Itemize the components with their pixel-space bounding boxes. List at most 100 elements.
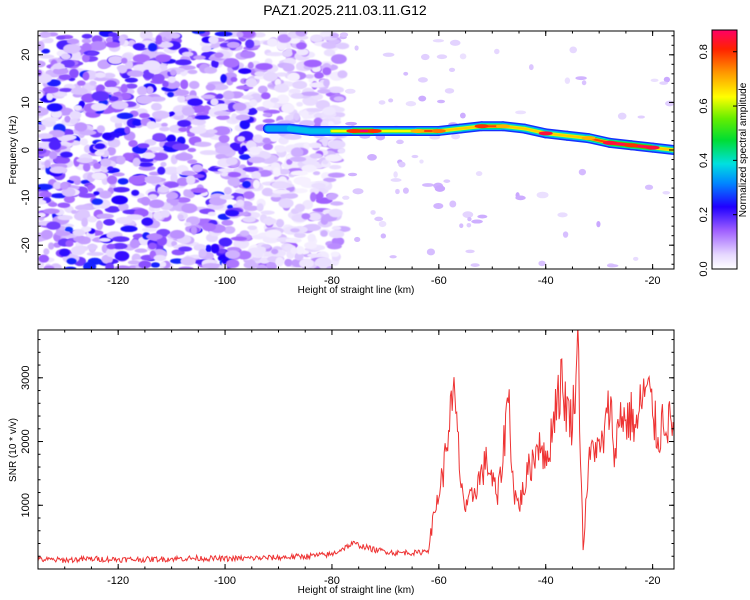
heatmap-x-tick-label: -40 bbox=[538, 275, 554, 287]
heatmap-noise-blob bbox=[261, 187, 274, 197]
heatmap-noise-blob bbox=[38, 183, 53, 191]
heatmap-noise-blob bbox=[126, 70, 144, 77]
heatmap-noise-blob bbox=[146, 86, 154, 95]
heatmap-noise-blob bbox=[278, 168, 290, 175]
heatmap-noise-blob bbox=[293, 176, 311, 186]
heatmap-x-tick-label: -120 bbox=[107, 275, 129, 287]
heatmap-noise-blob bbox=[184, 222, 192, 227]
heatmap-noise-blob bbox=[106, 175, 118, 185]
heatmap-noise-blob bbox=[207, 129, 218, 134]
heatmap-noise-blob bbox=[189, 126, 207, 135]
heatmap-noise-blob bbox=[116, 112, 134, 120]
heatmap-noise-blob bbox=[95, 220, 103, 231]
heatmap-noise-blob bbox=[225, 250, 241, 259]
heatmap-ridge-peak bbox=[346, 128, 361, 133]
heatmap-noise-blob bbox=[64, 226, 74, 233]
heatmap-faint-blob bbox=[662, 191, 671, 195]
heatmap-noise-blob bbox=[309, 82, 325, 88]
heatmap-noise-blob bbox=[327, 172, 345, 178]
heatmap-noise-blob bbox=[146, 233, 163, 240]
heatmap-faint-blob bbox=[347, 172, 358, 177]
colorbar-label: Normalized spectral amplitude bbox=[738, 82, 749, 217]
heatmap-noise-blob bbox=[70, 87, 88, 95]
heatmap-noise-blob bbox=[38, 54, 55, 59]
heatmap-faint-blob bbox=[477, 214, 488, 219]
heatmap-noise-blob bbox=[153, 254, 167, 262]
heatmap-noise-blob bbox=[38, 90, 44, 100]
heatmap-noise-blob bbox=[176, 177, 189, 187]
heatmap-noise-blob bbox=[46, 92, 54, 101]
heatmap-noise-blob bbox=[301, 91, 319, 96]
heatmap-noise-blob bbox=[178, 246, 193, 252]
heatmap-noise-blob bbox=[309, 153, 323, 159]
heatmap-noise-blob bbox=[151, 73, 165, 84]
heatmap-noise-blob bbox=[223, 226, 236, 234]
heatmap-faint-blob bbox=[354, 45, 359, 51]
heatmap-noise-blob bbox=[139, 112, 150, 119]
colorbar-tick-label: 0.8 bbox=[698, 44, 710, 59]
heatmap-noise-blob bbox=[236, 199, 245, 207]
heatmap-faint-blob bbox=[459, 112, 466, 119]
heatmap-noise-blob bbox=[178, 127, 188, 132]
heatmap-noise-blob bbox=[293, 112, 300, 121]
heatmap-faint-blob bbox=[411, 154, 419, 159]
heatmap-noise-blob bbox=[220, 74, 227, 84]
heatmap-noise-blob bbox=[191, 164, 204, 173]
heatmap-noise-blob bbox=[148, 146, 164, 151]
heatmap-noise-blob bbox=[233, 238, 250, 249]
heatmap-faint-blob bbox=[663, 76, 671, 83]
heatmap-noise-blob bbox=[147, 43, 158, 52]
heatmap-noise-blob bbox=[328, 229, 345, 239]
heatmap-noise-blob bbox=[87, 51, 98, 57]
heatmap-noise-blob bbox=[136, 95, 153, 105]
heatmap-noise-blob bbox=[265, 229, 282, 239]
heatmap-faint-blob bbox=[342, 195, 350, 200]
heatmap-noise-blob bbox=[38, 254, 50, 263]
heatmap-noise-blob bbox=[254, 71, 265, 77]
snr-series-line bbox=[38, 330, 674, 564]
heatmap-noise-blob bbox=[93, 162, 102, 170]
heatmap-noise-blob bbox=[120, 83, 128, 94]
heatmap-x-tick-label: -20 bbox=[645, 275, 661, 287]
heatmap-noise-blob bbox=[221, 219, 234, 226]
heatmap-noise-blob bbox=[121, 57, 128, 64]
heatmap-noise-blob bbox=[205, 244, 212, 253]
heatmap-noise-blob bbox=[252, 134, 263, 144]
heatmap-faint-blob bbox=[345, 121, 358, 126]
heatmap-faint-blob bbox=[398, 161, 406, 168]
heatmap-faint-blob bbox=[437, 99, 446, 104]
heatmap-noise-blob bbox=[243, 191, 255, 200]
colorbar-gradient bbox=[711, 29, 738, 270]
heatmap-noise-blob bbox=[253, 179, 260, 189]
heatmap-noise-blob bbox=[262, 71, 278, 82]
heatmap-noise-blob bbox=[102, 72, 116, 79]
heatmap-noise-blob bbox=[82, 71, 90, 81]
heatmap-noise-blob bbox=[163, 166, 181, 175]
heatmap-noise-blob bbox=[225, 157, 238, 166]
heatmap-noise-blob bbox=[175, 89, 190, 96]
snr-x-tick-label: -100 bbox=[214, 575, 236, 587]
heatmap-noise-blob bbox=[76, 80, 86, 86]
heatmap-noise-blob bbox=[329, 164, 342, 170]
heatmap-faint-blob bbox=[575, 76, 587, 81]
heatmap-noise-blob bbox=[128, 175, 145, 185]
heatmap-x-tick-label: -60 bbox=[431, 275, 447, 287]
heatmap-noise-blob bbox=[242, 180, 251, 189]
heatmap-faint-blob bbox=[578, 168, 586, 176]
heatmap-noise-blob bbox=[296, 101, 304, 107]
heatmap-noise-blob bbox=[278, 198, 294, 209]
heatmap-noise-blob bbox=[134, 248, 148, 253]
heatmap-noise-blob bbox=[138, 260, 152, 269]
heatmap-noise-blob bbox=[136, 86, 148, 96]
heatmap-noise-blob bbox=[46, 221, 61, 230]
heatmap-noise-blob bbox=[301, 213, 311, 220]
heatmap-faint-blob bbox=[471, 219, 483, 224]
heatmap-noise-blob bbox=[39, 31, 51, 39]
heatmap-noise-blob bbox=[289, 156, 307, 162]
heatmap-noise-blob bbox=[107, 166, 114, 172]
heatmap-faint-blob bbox=[443, 179, 451, 183]
heatmap-noise-blob bbox=[193, 55, 206, 60]
heatmap-noise-blob bbox=[296, 42, 307, 50]
heatmap-noise-blob bbox=[81, 33, 93, 39]
heatmap-noise-blob bbox=[81, 42, 92, 53]
